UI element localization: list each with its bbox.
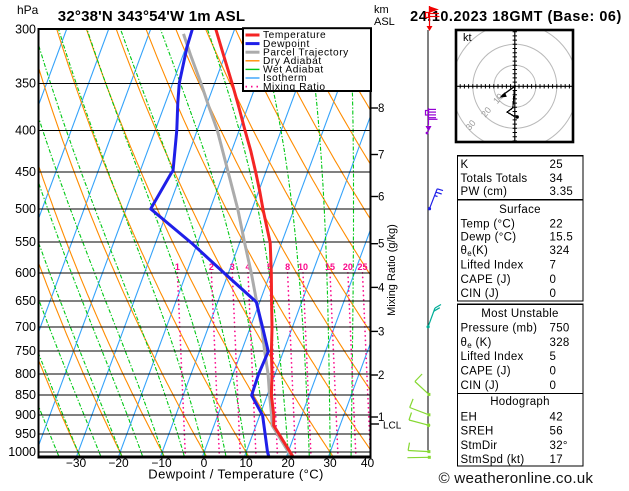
svg-text:0: 0 [550, 380, 557, 392]
svg-text:7: 7 [550, 260, 557, 272]
svg-text:0: 0 [550, 274, 557, 286]
svg-text:42: 42 [550, 411, 563, 423]
svg-text:8: 8 [378, 103, 384, 115]
svg-text:5: 5 [550, 351, 557, 363]
svg-text:20: 20 [343, 262, 353, 272]
svg-text:StmDir: StmDir [461, 440, 498, 452]
svg-text:Dewpoint / Temperature (°C): Dewpoint / Temperature (°C) [148, 467, 323, 482]
svg-text:4: 4 [378, 282, 385, 294]
svg-text:1000: 1000 [8, 445, 36, 459]
svg-text:kt: kt [463, 32, 472, 44]
svg-text:Lifted Index: Lifted Index [461, 260, 524, 272]
svg-text:950: 950 [15, 427, 36, 441]
svg-text:StmSpd (kt): StmSpd (kt) [461, 454, 525, 466]
svg-text:600: 600 [15, 266, 36, 280]
svg-text:5: 5 [378, 239, 384, 251]
svg-text:8: 8 [285, 262, 290, 272]
svg-text:750: 750 [15, 344, 36, 358]
svg-text:24.10.2023 18GMT (Base: 06): 24.10.2023 18GMT (Base: 06) [410, 9, 622, 25]
svg-text:800: 800 [15, 367, 36, 381]
svg-text:25: 25 [357, 262, 367, 272]
svg-text:15: 15 [325, 262, 335, 272]
svg-text:22: 22 [550, 219, 563, 231]
svg-text:17: 17 [550, 454, 563, 466]
svg-text:550: 550 [15, 235, 36, 249]
svg-text:0: 0 [550, 288, 557, 300]
svg-text:324: 324 [550, 245, 570, 257]
svg-text:7: 7 [378, 150, 384, 162]
svg-text:Temp (°C): Temp (°C) [461, 219, 516, 231]
svg-text:500: 500 [15, 202, 36, 216]
svg-text:750: 750 [550, 323, 570, 335]
svg-text:3: 3 [230, 262, 235, 272]
svg-text:40: 40 [361, 456, 375, 470]
svg-text:K: K [461, 159, 469, 171]
svg-text:SREH: SREH [461, 426, 494, 438]
svg-text:CIN (J): CIN (J) [461, 380, 500, 392]
svg-text:0: 0 [550, 366, 557, 378]
svg-text:6: 6 [378, 192, 384, 204]
svg-text:ASL: ASL [374, 16, 395, 28]
svg-text:© weatheronline.co.uk: © weatheronline.co.uk [439, 470, 594, 486]
svg-text:2: 2 [378, 370, 384, 382]
svg-text:EH: EH [461, 411, 478, 423]
svg-text:3.35: 3.35 [550, 186, 574, 198]
svg-text:hPa: hPa [17, 3, 39, 17]
svg-text:PW (cm): PW (cm) [461, 186, 508, 198]
svg-text:328: 328 [550, 337, 570, 349]
svg-text:θe (K): θe (K) [461, 337, 492, 350]
svg-text:450: 450 [15, 165, 36, 179]
svg-text:θe(K): θe(K) [461, 245, 489, 258]
svg-text:56: 56 [550, 426, 563, 438]
svg-text:32°38'N 343°54'W 1m ASL: 32°38'N 343°54'W 1m ASL [58, 8, 245, 25]
svg-text:CAPE (J): CAPE (J) [461, 366, 511, 378]
svg-text:−30: −30 [66, 456, 87, 470]
svg-text:Most Unstable: Most Unstable [481, 308, 558, 320]
svg-text:900: 900 [15, 408, 36, 422]
svg-text:Totals Totals: Totals Totals [461, 173, 528, 185]
svg-text:Pressure (mb): Pressure (mb) [461, 323, 538, 335]
svg-text:Dewp (°C): Dewp (°C) [461, 231, 517, 243]
svg-text:Surface: Surface [499, 204, 541, 216]
svg-text:30: 30 [323, 456, 337, 470]
svg-text:850: 850 [15, 388, 36, 402]
svg-text:Hodograph: Hodograph [490, 396, 550, 408]
svg-text:10: 10 [298, 262, 308, 272]
svg-text:15.5: 15.5 [550, 231, 574, 243]
svg-text:Mixing Ratio (g/kg): Mixing Ratio (g/kg) [386, 224, 398, 316]
svg-text:Mixing Ratio: Mixing Ratio [263, 82, 326, 93]
svg-text:34: 34 [550, 173, 564, 185]
svg-text:CIN (J): CIN (J) [461, 288, 500, 300]
svg-text:32°: 32° [550, 440, 568, 452]
svg-text:300: 300 [15, 22, 36, 36]
svg-text:700: 700 [15, 320, 36, 334]
svg-text:25: 25 [550, 159, 563, 171]
svg-text:km: km [374, 4, 389, 16]
svg-text:−20: −20 [108, 456, 129, 470]
svg-text:LCL: LCL [383, 421, 402, 432]
svg-text:3: 3 [378, 326, 384, 338]
svg-text:400: 400 [15, 123, 36, 137]
svg-text:Lifted Index: Lifted Index [461, 351, 524, 363]
svg-text:CAPE (J): CAPE (J) [461, 274, 511, 286]
svg-text:350: 350 [15, 77, 36, 91]
svg-text:1: 1 [175, 262, 180, 272]
svg-text:650: 650 [15, 294, 36, 308]
